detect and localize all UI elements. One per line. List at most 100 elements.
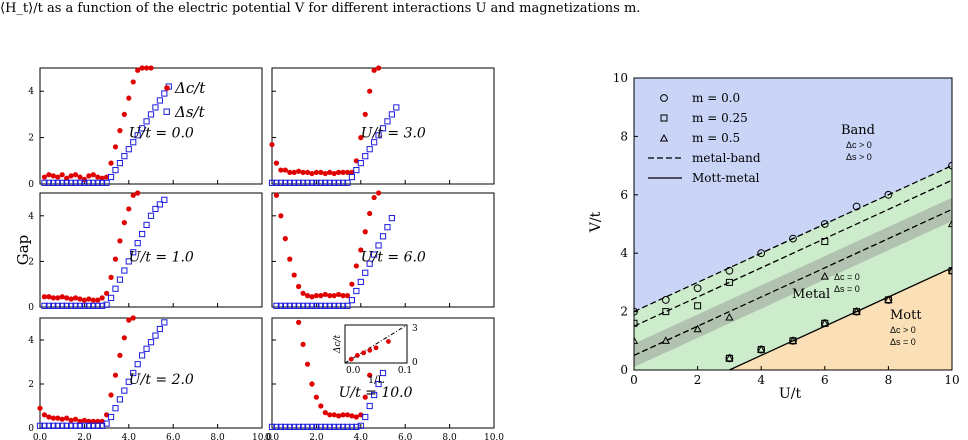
charge-gap-point — [318, 293, 324, 299]
charge-gap-point — [291, 272, 297, 278]
charge-gap-point — [112, 144, 119, 150]
spin-gap-point — [322, 423, 329, 430]
spin-gap-point — [59, 422, 66, 429]
charge-gap-point — [336, 413, 342, 419]
point-m05 — [947, 219, 952, 228]
spin-gap-point — [45, 302, 52, 309]
spin-gap-point — [317, 179, 324, 186]
charge-gap-point — [68, 173, 74, 179]
spin-gap-point — [286, 423, 293, 430]
point-m05 — [725, 312, 734, 321]
charge-gap-point — [278, 167, 284, 173]
charge-gap-point — [117, 238, 123, 244]
charge-gap-point — [336, 169, 342, 175]
spin-gap-point — [85, 422, 92, 429]
charge-gap-point — [77, 418, 83, 424]
x-tick-label: 2.0 — [309, 433, 324, 440]
charge-gap-point — [46, 294, 52, 300]
charge-gap-point — [46, 414, 52, 420]
spin-gap-point — [362, 269, 369, 276]
y-tick-label: 0 — [28, 424, 34, 434]
y-tick-label: 2 — [620, 305, 628, 319]
charge-gap-point — [46, 172, 52, 178]
charge-gap-point — [322, 170, 328, 177]
spin-gap-point — [357, 160, 364, 167]
spin-gap-point — [121, 387, 128, 394]
point-m05 — [947, 266, 952, 274]
charge-gap-point — [108, 274, 114, 280]
charge-gap-point — [143, 65, 150, 71]
spin-gap-point — [326, 179, 333, 186]
spin-gap-point — [147, 212, 155, 219]
metal-charge-label: Δc = 0 — [834, 272, 860, 282]
x-tick-label: 0 — [630, 373, 638, 387]
spin-gap-point — [371, 391, 378, 399]
charge-gap-point — [282, 167, 288, 173]
metal-band-line — [634, 208, 952, 356]
spin-gap-point — [308, 302, 316, 309]
spin-gap-point — [357, 278, 364, 286]
spin-gap-point — [59, 302, 66, 309]
band-charge-label: Δc > 0 — [846, 140, 872, 150]
point-m0 — [661, 296, 670, 304]
charge-gap-point — [300, 341, 306, 347]
point-m025 — [694, 302, 702, 310]
spin-gap-point — [54, 422, 61, 429]
charge-gap-point — [81, 297, 87, 303]
spin-gap-point — [335, 423, 342, 430]
right-ylabel: V/t — [588, 211, 604, 233]
spin-gap-point — [295, 302, 302, 309]
inset-ytick: 3 — [412, 324, 418, 334]
charge-gap-point — [349, 281, 355, 287]
figure-caption: ⟨H_t⟩/t as a function of the electric po… — [0, 1, 641, 16]
spin-gap-point — [357, 422, 364, 429]
y-tick-label: 2 — [28, 134, 34, 144]
spin-gap-point — [130, 249, 137, 256]
inset-point — [355, 353, 360, 358]
y-tick-label: 0 — [28, 180, 34, 190]
charge-gap-point — [375, 65, 382, 71]
spin-gap-point — [299, 423, 307, 430]
charge-gap-point — [99, 175, 105, 181]
spin-gap-point — [54, 179, 61, 186]
right-xlabel: U/t — [779, 386, 802, 402]
spin-gap-point — [331, 179, 338, 186]
legend-marker-m0 — [660, 94, 668, 102]
y-tick-label: 4 — [28, 212, 34, 222]
charge-gap-point — [99, 418, 105, 424]
spin-gap-point — [63, 179, 70, 186]
charge-gap-point — [340, 293, 346, 299]
charge-gap-point — [318, 403, 324, 409]
y-tick-label: 0 — [620, 363, 628, 377]
spin-gap-point — [134, 361, 141, 368]
charge-gap-point — [126, 317, 132, 323]
inset-point — [386, 339, 391, 344]
spin-gap-point — [152, 332, 159, 339]
x-tick-label: 2.0 — [77, 433, 92, 440]
charge-gap-point — [300, 290, 306, 296]
charge-gap-point — [344, 412, 351, 418]
spin-gap-point — [161, 90, 168, 97]
x-tick-label: 0.0 — [33, 433, 48, 440]
gap-panel-4: 0 2 4 0.0 2.0 4.0 6.0 8.0 10.0 U/t = 2.0 — [28, 315, 272, 440]
spin-gap-point — [371, 139, 378, 146]
charge-gap-point — [72, 416, 79, 422]
charge-gap-point — [358, 247, 364, 253]
spin-gap-point — [282, 302, 289, 309]
point-m05 — [820, 318, 829, 327]
charge-gap-point — [353, 158, 359, 164]
spin-gap-point — [152, 205, 159, 213]
x-tick-label: 8.0 — [442, 433, 457, 440]
legend-marker-m05 — [659, 133, 669, 142]
spin-gap-point — [304, 302, 311, 309]
inset: 0.0 0.10 3 1/L Δc/t — [333, 324, 418, 386]
charge-gap-point — [362, 394, 368, 400]
spin-gap-point — [107, 173, 115, 181]
charge-gap-point — [327, 293, 333, 299]
x-tick-label: 6 — [821, 373, 829, 387]
legend-label-metal-band: metal-band — [692, 151, 761, 165]
metal-band-line — [634, 165, 952, 313]
panel-label: U/t = 10.0 — [339, 385, 413, 401]
spin-gap-point — [121, 153, 128, 160]
